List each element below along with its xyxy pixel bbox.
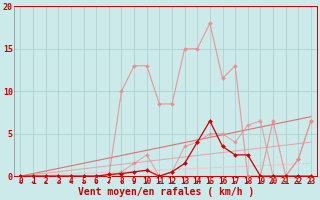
X-axis label: Vent moyen/en rafales ( km/h ): Vent moyen/en rafales ( km/h ) <box>77 187 254 197</box>
